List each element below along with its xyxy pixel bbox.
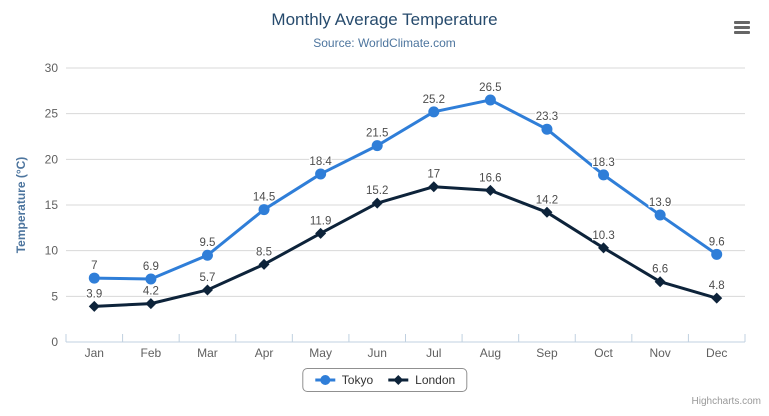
- credits-link[interactable]: Highcharts.com: [691, 396, 761, 407]
- marker-london[interactable]: [598, 242, 610, 254]
- marker-tokyo[interactable]: [258, 204, 270, 216]
- data-label: 5.7: [199, 272, 215, 284]
- data-label: 6.9: [143, 261, 159, 273]
- legend-label: London: [415, 373, 456, 387]
- data-label: 17: [427, 169, 440, 181]
- marker-tokyo[interactable]: [541, 123, 553, 135]
- marker-tokyo[interactable]: [598, 169, 610, 181]
- y-tick-label: 30: [45, 61, 59, 75]
- marker-london[interactable]: [258, 258, 270, 270]
- legend-label: Tokyo: [341, 373, 374, 387]
- y-tick-label: 15: [45, 198, 59, 212]
- marker-tokyo[interactable]: [484, 94, 496, 106]
- data-label: 13.9: [649, 197, 671, 209]
- data-label: 11.9: [310, 215, 332, 227]
- y-tick-label: 20: [45, 152, 59, 166]
- data-label: 18.4: [309, 156, 332, 168]
- legend: Tokyo London: [301, 368, 468, 392]
- x-tick-label: Nov: [649, 346, 670, 360]
- data-label: 6.6: [652, 264, 668, 276]
- marker-london[interactable]: [371, 197, 383, 209]
- x-tick-label: Jun: [368, 346, 387, 360]
- data-label: 26.5: [479, 82, 501, 94]
- x-tick-label: Jul: [426, 346, 441, 360]
- series-line-tokyo: [92, 98, 719, 281]
- marker-tokyo[interactable]: [428, 106, 440, 118]
- data-label: 21.5: [366, 128, 388, 140]
- data-label: 4.2: [143, 286, 159, 298]
- x-tick-label: Sep: [536, 346, 558, 360]
- marker-london[interactable]: [145, 298, 157, 310]
- data-label: 14.5: [253, 192, 275, 204]
- series-tokyo: 7 6.9 9.5 14.5 18.4 21.5 25.2 26.5 23.3 18.3 13.9 9…: [88, 81, 726, 285]
- marker-tokyo[interactable]: [88, 272, 100, 284]
- data-label: 15.2: [366, 185, 388, 197]
- data-label: 3.9: [86, 288, 102, 300]
- legend-item-london[interactable]: London: [387, 373, 455, 387]
- data-label: 9.6: [709, 236, 725, 248]
- marker-tokyo[interactable]: [315, 168, 327, 180]
- chart-subtitle: Source: WorldClimate.com: [313, 36, 456, 50]
- x-tick-label: Apr: [255, 346, 274, 360]
- data-label: 10.3: [592, 230, 614, 242]
- y-axis-title: Temperature (°C): [14, 157, 28, 254]
- data-label: 7: [91, 260, 97, 272]
- marker-london[interactable]: [484, 184, 496, 196]
- y-tick-label: 25: [45, 107, 59, 121]
- y-tick-label: 0: [51, 335, 58, 349]
- x-tick-label: Jan: [85, 346, 104, 360]
- y-tick-label: 5: [51, 289, 58, 303]
- data-label: 16.6: [479, 172, 501, 184]
- circle-marker-icon: [314, 375, 335, 385]
- x-tick-label: Oct: [594, 346, 613, 360]
- marker-london[interactable]: [88, 300, 100, 312]
- x-tick-label: Feb: [141, 346, 162, 360]
- chart-title: Monthly Average Temperature: [271, 10, 498, 29]
- y-tick-label: 10: [45, 244, 59, 258]
- hamburger-menu-icon: [734, 20, 754, 34]
- series-line-london: [92, 185, 719, 308]
- data-label: 18.3: [592, 157, 614, 169]
- data-label: 9.5: [199, 237, 215, 249]
- marker-london[interactable]: [315, 227, 327, 239]
- x-tick-label: Aug: [480, 346, 501, 360]
- marker-london[interactable]: [428, 181, 440, 193]
- x-tick-label: Mar: [197, 346, 218, 360]
- legend-item-tokyo[interactable]: Tokyo: [314, 373, 373, 387]
- series-london: 3.9 4.2 5.7 8.5 11.9 15.2 17 16.6 14.2 10.3 6.6 4.8: [85, 167, 726, 312]
- data-label: 25.2: [423, 94, 445, 106]
- marker-london[interactable]: [201, 284, 213, 296]
- x-tick-label: May: [309, 346, 332, 360]
- marker-london[interactable]: [711, 292, 723, 304]
- data-label: 8.5: [256, 246, 272, 258]
- marker-london[interactable]: [654, 276, 666, 288]
- marker-tokyo[interactable]: [711, 248, 723, 260]
- diamond-marker-icon: [388, 375, 409, 385]
- marker-tokyo[interactable]: [371, 140, 383, 152]
- marker-tokyo[interactable]: [654, 209, 666, 221]
- data-label: 4.8: [709, 280, 725, 292]
- data-label: 14.2: [536, 194, 558, 206]
- x-tick-label: Dec: [706, 346, 727, 360]
- marker-tokyo[interactable]: [201, 249, 213, 261]
- marker-tokyo[interactable]: [145, 273, 157, 285]
- export-menu-button[interactable]: [732, 17, 756, 37]
- data-label: 23.3: [536, 111, 558, 123]
- marker-london[interactable]: [541, 206, 553, 218]
